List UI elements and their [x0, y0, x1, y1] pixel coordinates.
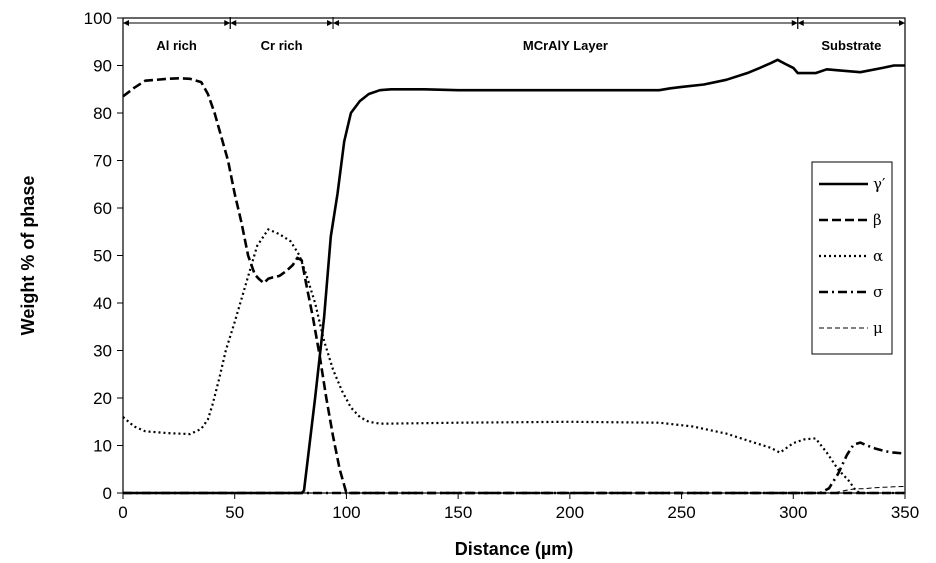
y-tick-label: 100	[84, 9, 112, 28]
y-tick-label: 30	[93, 342, 112, 361]
x-tick-label: 250	[667, 503, 695, 522]
region-arrowhead-left	[797, 20, 804, 26]
x-tick-label: 200	[556, 503, 584, 522]
x-tick-label: 0	[118, 503, 127, 522]
legend-label: σ	[873, 283, 883, 301]
region-label: Cr rich	[261, 38, 303, 53]
region-label: Substrate	[821, 38, 881, 53]
y-axis-title: Weight % of phase	[18, 176, 38, 336]
y-tick-label: 20	[93, 389, 112, 408]
series-line	[122, 228, 905, 495]
series-line	[123, 58, 905, 495]
region-arrowhead-right	[899, 20, 905, 26]
region-label: MCrAlY Layer	[523, 38, 608, 53]
region-arrowhead-right	[327, 20, 334, 26]
x-tick-label: 100	[332, 503, 360, 522]
series-lines	[122, 58, 906, 495]
series-line	[123, 441, 906, 495]
y-tick-label: 70	[93, 152, 112, 171]
series-line	[123, 485, 906, 494]
region-arrowhead-right	[791, 20, 798, 26]
region-label: Al rich	[156, 38, 197, 53]
y-tick-label: 60	[93, 199, 112, 218]
x-tick-label: 350	[891, 503, 919, 522]
region-arrowhead-left	[123, 20, 129, 26]
x-axis-title: Distance (µm)	[455, 539, 573, 559]
axes: 0 50 100 150 200 250 300 350 0 10 20 30 40 50 60 70 80 90…	[84, 9, 920, 522]
legend-box	[811, 161, 893, 355]
legend-label: β	[873, 211, 882, 229]
legend-label: α	[873, 247, 883, 265]
region-markers: Al rich Cr rich MCrAlY Layer Substrate	[123, 17, 905, 53]
region-arrowhead-left	[230, 20, 237, 26]
region-arrowhead-left	[333, 20, 340, 26]
y-tick-label: 40	[93, 294, 112, 313]
y-tick-label: 90	[93, 57, 112, 76]
y-tick-label: 10	[93, 437, 112, 456]
x-tick-label: 50	[225, 503, 244, 522]
series-line	[122, 77, 905, 495]
x-tick-label: 300	[779, 503, 807, 522]
x-tick-label: 150	[444, 503, 472, 522]
y-tick-label: 0	[103, 484, 112, 503]
y-tick-label: 80	[93, 104, 112, 123]
legend-label: γ′	[873, 175, 886, 193]
legend-label: μ	[873, 319, 883, 337]
y-tick-label: 50	[93, 247, 112, 266]
region-arrowhead-right	[224, 20, 231, 26]
